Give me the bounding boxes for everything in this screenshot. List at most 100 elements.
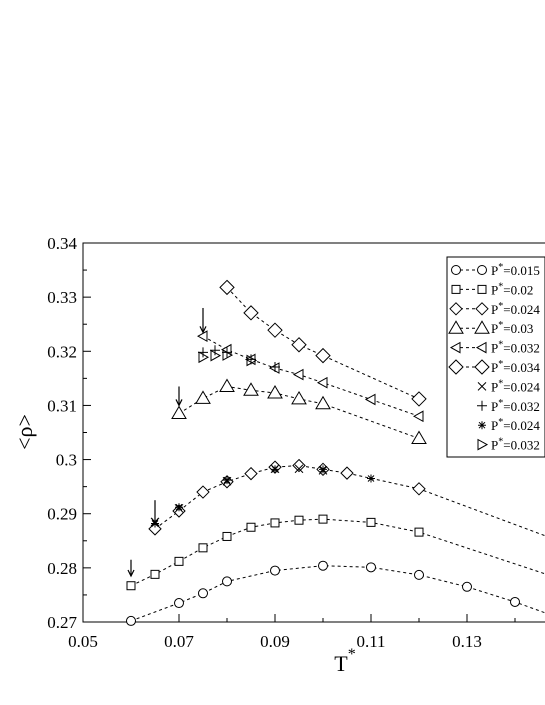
legend: P*=0.015 P*=0.02 P*=0.024 P*=0.03 P*=0.032 P*… [446,256,545,458]
data-point [210,345,220,356]
y-tick-label: 0.32 [47,342,77,361]
data-point [126,581,136,591]
legend-label: P*=0.032 [491,437,540,453]
data-point [412,410,424,423]
data-point [411,430,427,444]
y-axis-title: <ρ> [12,414,37,450]
y-tick-label: 0.33 [47,288,77,307]
arrow-head [199,326,207,334]
series-2 [148,458,545,537]
x-tick-label: 0.09 [260,632,290,651]
y-tick-label: 0.3 [56,451,77,470]
data-point [267,384,283,399]
data-point [198,588,208,599]
legend-marker [477,400,487,411]
legend-marker [475,341,487,354]
legend-entry: P*=0.032 [477,437,540,453]
data-point [291,390,307,405]
x-axis-title: T* [334,646,355,676]
legend-entry: P*=0.032 [449,340,540,356]
x-axis-title-sup: * [348,646,356,663]
data-point [267,322,283,338]
legend-label: P*=0.015 [491,262,540,278]
data-point [246,354,258,367]
legend-entry: P*=0.032 [477,398,540,414]
legend-label: P*=0.032 [491,340,540,356]
data-point [340,466,354,480]
data-point [219,378,235,392]
data-point [412,482,426,496]
series-line [226,287,420,400]
axis-ticks: 0.050.070.090.110.130.10.270.280.290.30.… [47,234,516,651]
series-line [154,465,545,537]
data-point [223,476,231,485]
legend-marker [474,320,490,334]
series-4 [196,330,424,423]
data-point [246,522,256,532]
series-8 [151,465,375,528]
legend-marker [449,341,461,354]
data-point [364,393,376,406]
legend-marker [449,302,463,316]
legend-entry: P*=0.024 [478,417,540,433]
data-point [196,330,208,342]
data-point [198,351,210,364]
arrow-head [175,399,183,407]
data-point [270,361,280,372]
legend-label: P*=0.034 [491,359,540,375]
data-point [196,485,210,499]
data-point [414,527,424,537]
data-point [150,569,160,579]
series-line [130,518,545,587]
legend-label: P*=0.024 [491,417,540,433]
y-tick-label: 0.29 [47,505,77,524]
data-point [210,349,222,362]
arrow-head [127,569,135,578]
y-tick-label: 0.31 [47,396,77,415]
y-tick-label: 0.28 [47,559,77,578]
legend-marker [477,382,487,391]
data-point [270,565,280,576]
x-axis-title-main: T [334,651,348,676]
data-point [126,615,136,626]
series-line [202,335,420,417]
data-point [243,305,259,321]
data-point [243,382,259,396]
legend-marker [451,265,461,275]
legend-label: P*=0.024 [491,301,540,317]
x-tick-label: 0.05 [68,632,98,651]
legend-marker [477,284,487,294]
legend-marker [451,284,461,294]
series-0 [126,560,545,626]
series-group [126,279,545,626]
data-point [198,543,208,553]
legend-label: P*=0.02 [491,281,533,297]
data-point [222,576,232,587]
data-point [291,337,307,353]
legend-label: P*=0.032 [491,398,540,414]
legend-entry: P*=0.015 [451,262,540,278]
legend-entry: P*=0.024 [477,378,540,394]
data-point [366,517,376,527]
data-point [219,279,235,296]
data-point [294,464,304,474]
y-tick-label: 0.27 [47,613,77,632]
data-point [414,569,424,580]
series-7 [198,345,280,372]
legend-marker [477,265,487,275]
legend-marker [448,359,464,375]
x-tick-label: 0.11 [356,632,385,651]
data-point [411,391,427,407]
legend-entry: P*=0.02 [451,281,533,297]
data-point [271,465,279,474]
data-point [292,368,304,381]
legend-marker [478,421,486,430]
legend-entry: P*=0.034 [448,359,540,375]
legend-entry: P*=0.03 [448,320,533,336]
series-3 [171,378,427,444]
data-point [292,458,306,473]
data-point [294,515,304,525]
data-point [318,514,328,524]
series-line [178,385,420,439]
